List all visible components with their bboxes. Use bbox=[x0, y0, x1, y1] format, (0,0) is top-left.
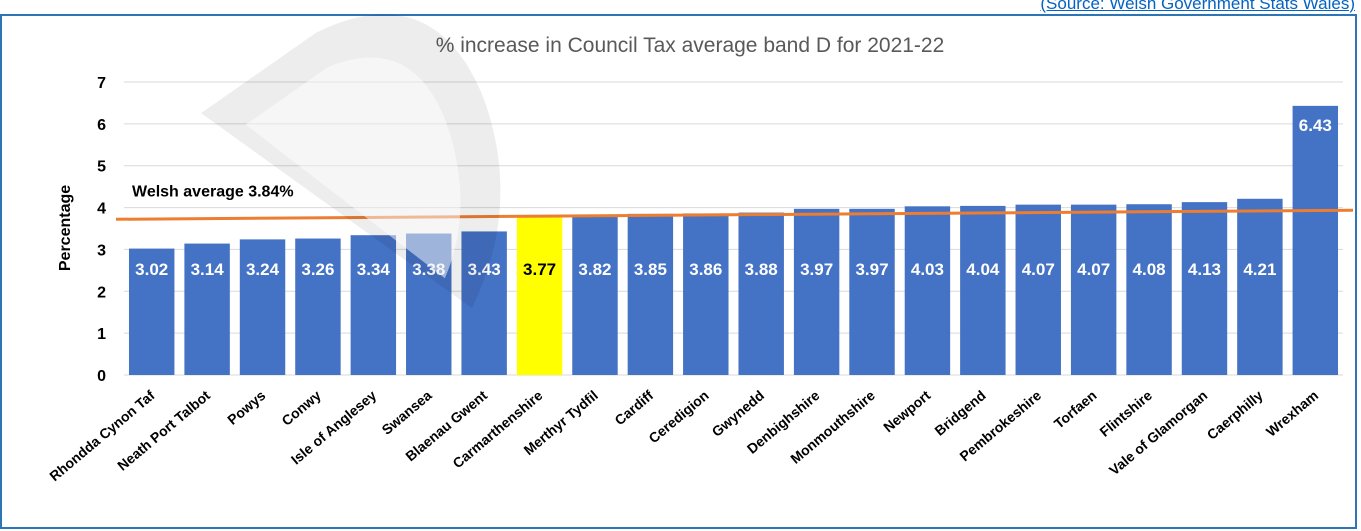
x-tick-label: Neath Port Talbot bbox=[114, 387, 213, 474]
y-tick-label: 5 bbox=[97, 159, 106, 176]
bar bbox=[849, 208, 895, 375]
bar bbox=[1237, 198, 1283, 375]
data-label: 4.13 bbox=[1188, 260, 1221, 279]
data-label: 6.43 bbox=[1299, 116, 1332, 135]
x-tick-label: Cardiff bbox=[611, 387, 656, 428]
bar bbox=[1181, 202, 1228, 375]
x-tick-label: Caerphilly bbox=[1204, 387, 1266, 443]
bar bbox=[184, 243, 230, 375]
data-label: 3.88 bbox=[745, 260, 778, 279]
data-label: 3.02 bbox=[135, 260, 168, 279]
chart-title: % increase in Council Tax average band D… bbox=[436, 34, 945, 57]
bar bbox=[1070, 204, 1117, 375]
x-tick-label: Powys bbox=[224, 387, 268, 428]
data-label: 3.24 bbox=[246, 260, 280, 279]
bar bbox=[627, 213, 674, 375]
data-label: 3.77 bbox=[523, 260, 556, 279]
bar bbox=[128, 248, 175, 375]
bar bbox=[350, 235, 397, 375]
bar bbox=[572, 215, 618, 375]
y-tick-labels: 0 1 2 3 4 5 6 7 bbox=[97, 75, 106, 385]
bar bbox=[793, 208, 840, 375]
bar bbox=[683, 213, 729, 375]
data-label: 3.38 bbox=[412, 260, 445, 279]
data-label: 3.34 bbox=[357, 260, 391, 279]
y-tick-label: 7 bbox=[97, 75, 106, 92]
data-label: 4.04 bbox=[966, 260, 1000, 279]
x-tick-label: Wrexham bbox=[1263, 387, 1321, 440]
y-tick-label: 2 bbox=[97, 284, 106, 301]
x-tick-label: Conwy bbox=[278, 387, 324, 429]
bar bbox=[406, 233, 452, 375]
data-label: 3.97 bbox=[855, 260, 888, 279]
y-tick-label: 3 bbox=[97, 242, 106, 259]
source-link[interactable]: (Source: Welsh Government Stats Wales) bbox=[1040, 0, 1355, 13]
bar bbox=[295, 238, 341, 375]
bar bbox=[738, 212, 784, 375]
data-label: 4.08 bbox=[1133, 260, 1166, 279]
bar-highlighted bbox=[516, 217, 563, 375]
data-label: 4.03 bbox=[911, 260, 944, 279]
bar bbox=[1126, 204, 1172, 375]
data-label: 3.97 bbox=[800, 260, 833, 279]
y-tick-label: 0 bbox=[97, 368, 106, 385]
data-label: 3.14 bbox=[191, 260, 225, 279]
y-tick-label: 6 bbox=[97, 117, 106, 134]
x-tick-label: Vale of Glamorgan bbox=[1106, 387, 1210, 478]
data-label: 4.07 bbox=[1077, 260, 1110, 279]
y-tick-label: 1 bbox=[97, 326, 106, 343]
average-line-label: Welsh average 3.84% bbox=[132, 183, 294, 200]
x-tick-label: Torfaen bbox=[1051, 387, 1100, 432]
data-label: 3.26 bbox=[301, 260, 334, 279]
bar bbox=[461, 231, 507, 375]
data-label: 3.82 bbox=[578, 260, 611, 279]
bar bbox=[1015, 204, 1061, 375]
y-axis-label: Percentage bbox=[57, 185, 74, 271]
data-label: 4.21 bbox=[1243, 260, 1276, 279]
data-label: 3.43 bbox=[468, 260, 501, 279]
bars bbox=[128, 105, 1339, 375]
y-tick-label: 4 bbox=[97, 201, 106, 218]
bar bbox=[904, 206, 951, 375]
data-label: 3.86 bbox=[689, 260, 722, 279]
bar bbox=[960, 205, 1006, 375]
data-label: 4.07 bbox=[1022, 260, 1055, 279]
x-tick-label: Newport bbox=[880, 387, 933, 435]
bar bbox=[1292, 105, 1339, 375]
x-tick-label: Rhondda Cynon Taf bbox=[46, 387, 158, 484]
data-label: 3.85 bbox=[634, 260, 667, 279]
x-tick-label: Swansea bbox=[378, 387, 434, 438]
x-tick-label: Ceredigion bbox=[645, 387, 711, 446]
